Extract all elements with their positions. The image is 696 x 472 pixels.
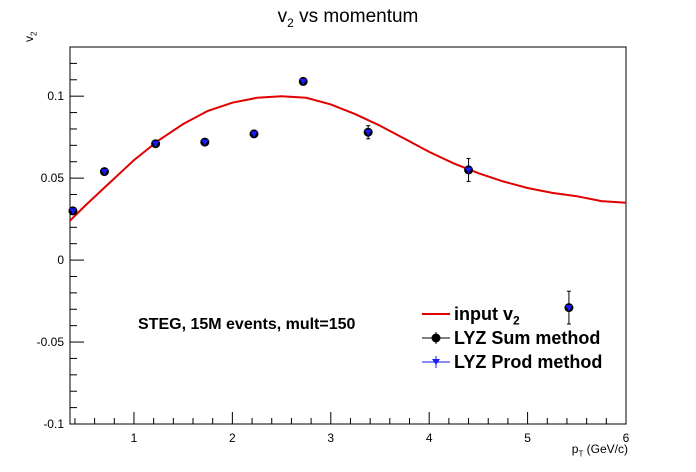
chart-annotation: STEG, 15M events, mult=150 <box>138 316 356 333</box>
y-axis-label-main: v <box>22 36 36 42</box>
x-tick-label: 3 <box>327 431 334 445</box>
chart-title-main: v <box>277 6 288 27</box>
y-axis-label-sub: 2 <box>29 31 39 36</box>
series-lyz-prod <box>69 78 573 312</box>
prod-point <box>299 78 307 85</box>
prod-point <box>152 141 160 148</box>
legend-item-prod: LYZ Prod method <box>420 350 640 374</box>
y-tick-label: -0.05 <box>37 335 65 349</box>
legend-triangle-symbol <box>422 356 450 368</box>
prod-point <box>201 139 209 146</box>
legend-item-sum: LYZ Sum method <box>420 326 640 350</box>
y-axis-label: v2 <box>22 32 38 42</box>
legend-label-input-main: input v <box>454 304 513 324</box>
prod-point <box>100 169 108 176</box>
legend-item-input: input v2 <box>420 302 640 328</box>
plot-border <box>69 46 627 425</box>
legend-label-prod: LYZ Prod method <box>454 352 603 372</box>
legend-circle-symbol <box>422 332 450 344</box>
x-axis-label-sub: T <box>578 449 584 459</box>
prod-point <box>250 131 258 138</box>
legend-label-sum: LYZ Sum method <box>454 328 601 348</box>
prod-point <box>364 129 372 136</box>
x-tick-label: 5 <box>524 431 531 445</box>
prod-point <box>565 305 573 312</box>
x-tick-label: 1 <box>131 431 138 445</box>
legend-label-input-sub: 2 <box>513 313 520 328</box>
x-tick-label: 4 <box>426 431 433 445</box>
series-input-v2 <box>69 95 627 222</box>
chart-title-tail: vs momentum <box>293 6 419 27</box>
chart-title-sub: 2 <box>287 15 294 30</box>
legend-line-symbol <box>422 313 450 315</box>
y-tick-label: 0.05 <box>41 171 65 185</box>
y-tick-label: 0 <box>57 253 64 267</box>
prod-point <box>465 167 473 174</box>
prod-point <box>69 208 77 215</box>
chart-title: v2 vs momentum <box>0 6 696 30</box>
x-axis-label: pT (GeV/c) <box>572 442 628 458</box>
x-tick-label: 6 <box>623 431 630 445</box>
plot-frame <box>69 46 627 425</box>
legend-label-input: input v2 <box>454 302 520 333</box>
x-axis-label-tail: (GeV/c) <box>583 442 628 456</box>
legend: input v2 LYZ Sum method LYZ Prod method <box>420 302 640 374</box>
x-tick-label: 2 <box>229 431 236 445</box>
input-v2-curve <box>69 95 627 222</box>
y-tick-label: 0.1 <box>47 89 64 103</box>
x-axis-label-main: p <box>571 442 579 456</box>
series-lyz-sum <box>68 76 574 325</box>
axis-ticks: 1 2 3 4 5 6 -0.1 -0.05 0 0.05 0.1 <box>37 46 630 445</box>
y-tick-label: -0.1 <box>43 417 64 431</box>
